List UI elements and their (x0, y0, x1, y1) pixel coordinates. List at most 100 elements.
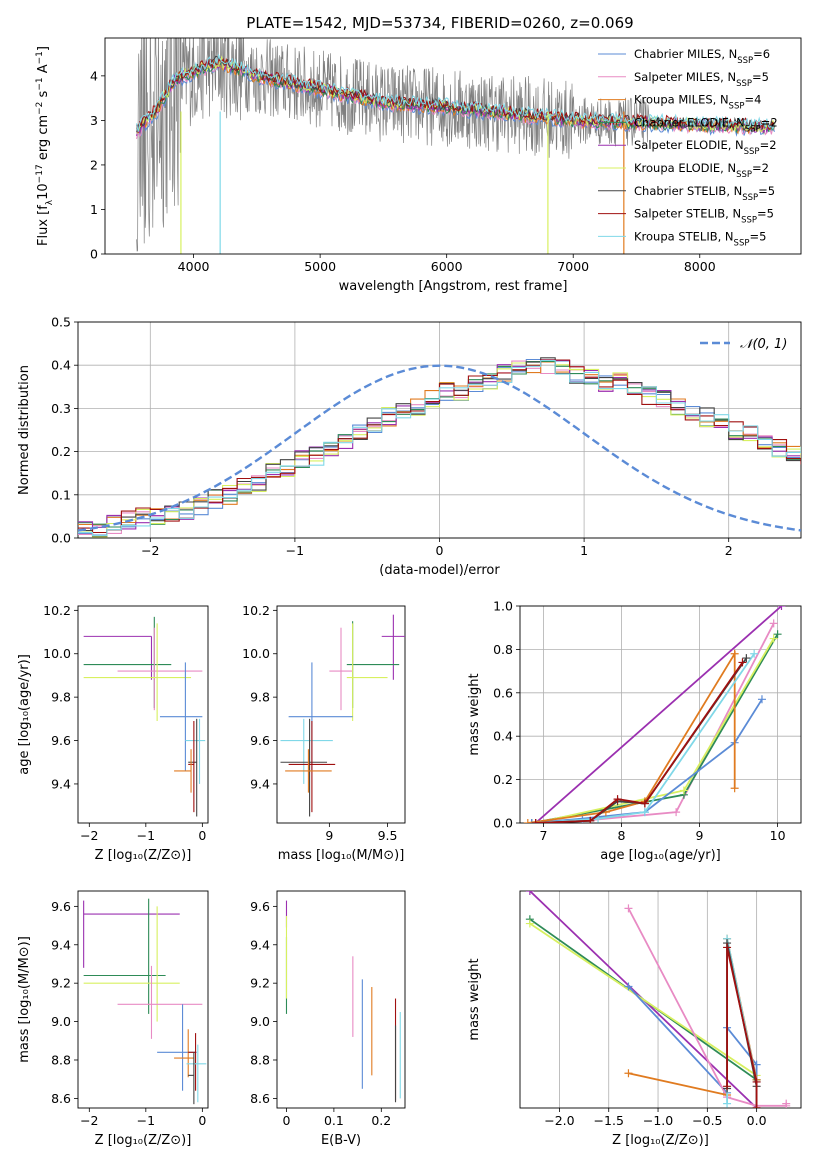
legend-label-suffix: =2 (761, 115, 778, 129)
legend-label-salpeter-stelib: Salpeter STELIB, NSSP=5 (634, 207, 774, 226)
y-axis-label: age [log₁₀(age/yr)] (17, 654, 32, 775)
legend-label-sub: SSP (736, 79, 752, 89)
x-tick-label: 1 (580, 543, 588, 558)
legend-label-sub: SSP (736, 170, 752, 180)
legend-label-text: Chabrier STELIB, N (634, 184, 742, 198)
y-axis-label-part: Flux [f (36, 205, 51, 246)
legend-label-text: Kroupa STELIB, N (634, 229, 734, 243)
model-spectrum-kroupa-stelib (136, 53, 775, 132)
y-tick-label: 0.5 (51, 315, 71, 330)
cumulative-marker-chabrier-miles (527, 819, 536, 823)
x-tick-label: −1.0 (643, 1113, 673, 1128)
y-tick-label: 9.0 (250, 1014, 270, 1029)
cumulative-marker-chabrier-miles (624, 982, 633, 991)
cumulative-marker-salpeter-stelib (738, 658, 747, 667)
y-axis-label-part: erg cm (36, 115, 51, 164)
y-tick-label: 9.8 (250, 690, 270, 705)
y-tick-label: 0.0 (51, 531, 71, 546)
legend-label-text: Chabrier ELODIE, N (634, 115, 745, 129)
y-axis-label: mass weight (467, 673, 482, 755)
x-tick-label: 0 (198, 828, 206, 843)
histogram-chabrier-stelib (78, 357, 801, 537)
legend-label-salpeter-miles: Salpeter MILES, NSSP=5 (634, 70, 769, 89)
x-tick-label: 7000 (557, 259, 589, 274)
histogram-kroupa-elodie (78, 359, 801, 538)
cumulative-marker-kroupa-stelib (723, 1099, 732, 1108)
legend-label-text: Kroupa ELODIE, N (634, 161, 736, 175)
x-tick-label: −0.5 (692, 1113, 722, 1128)
x-tick-label: 0.1 (324, 1113, 344, 1128)
y-tick-label: 10.0 (43, 646, 71, 661)
y-axis-label: Normed distribution (17, 365, 32, 495)
mass_vs_EBV-plot-area (285, 900, 401, 1103)
x-axis-label: Z [log₁₀(Z/Z⊙)] (95, 848, 192, 863)
y-tick-label: 9.4 (51, 937, 71, 952)
normal-curve (78, 364, 801, 532)
x-tick-label: 7 (539, 828, 547, 843)
histogram-salpeter-miles (78, 360, 801, 535)
y-tick-label: 2 (90, 157, 98, 172)
axes-frame (77, 605, 209, 824)
x-tick-label: 5000 (304, 259, 336, 274)
x-tick-label: −1.5 (594, 1113, 624, 1128)
cumulative_age-plot-area (523, 606, 786, 823)
x-tick-label: 9 (325, 828, 333, 843)
legend-label-kroupa-miles: Kroupa MILES, NSSP=4 (634, 93, 761, 112)
cumulative-marker-kroupa-miles (624, 1069, 633, 1078)
y-tick-label: 0.1 (51, 487, 71, 502)
y-tick-label: 9.6 (250, 733, 270, 748)
x-tick-label: 4000 (178, 259, 210, 274)
cumulative_Z-plot-area (525, 891, 791, 1108)
cumulative-marker-salpeter-miles (624, 904, 633, 913)
axes-frame (519, 605, 802, 824)
age_vs_Z-panel: −2 −1 0 9.4 9.6 9.8 10.0 10.2 Z [log₁₀(Z/Z⊙)] age… (17, 603, 209, 863)
y-axis-label-part: A (36, 64, 51, 77)
residuals-panel: −2 −1 0 1 2 0.0 0.1 0.2 0.3 0.4 0.5 (data-model)/er… (17, 315, 802, 578)
x-tick-label: 6000 (431, 259, 463, 274)
mass_vs_EBV-panel: 0 0.1 0.2 8.6 8.8 9.0 9.2 9.4 9.6 E(B-V) (250, 890, 406, 1148)
x-axis-label: wavelength [Angstrom, rest frame] (339, 279, 568, 294)
legend-label-salpeter-elodie: Salpeter ELODIE, NSSP=2 (634, 138, 777, 157)
age_vs_mass-panel: 9 9.5 9.4 9.6 9.8 10.0 10.2 mass [log₁₀(M/M⊙)] (242, 603, 406, 863)
legend-label-suffix: =5 (752, 70, 769, 84)
y-axis-label: mass [log₁₀(M/M⊙)] (17, 936, 32, 1063)
y-tick-label: 0.2 (493, 772, 513, 787)
cumulative-marker-kroupa-stelib (750, 649, 759, 658)
cumulative-line-chabrier-elodie (529, 918, 758, 1108)
legend-label-kroupa-stelib: Kroupa STELIB, NSSP=5 (634, 229, 766, 248)
cumulative-marker-salpeter-elodie (525, 891, 534, 895)
spectrum-plot-area (136, 38, 776, 254)
cumulative-marker-kroupa-stelib (640, 808, 649, 817)
legend-label-suffix: =2 (760, 138, 777, 152)
cumulative-marker-chabrier-stelib (742, 654, 751, 663)
cumulative_age-panel: 7 8 9 10 0.0 0.2 0.4 0.6 0.8 1.0 age [log₁₀(age/yr… (467, 599, 802, 863)
y-tick-label: 9.6 (250, 899, 270, 914)
legend-label-suffix: =5 (757, 207, 774, 221)
axes-frame (77, 321, 802, 539)
mass_vs_Z-panel: −2 −1 0 8.6 8.8 9.0 9.2 9.4 9.6 Z [log₁₀(Z/Z⊙)] ma… (17, 890, 209, 1148)
cumulative-marker-salpeter-stelib (531, 819, 540, 823)
legend-label-text: Salpeter STELIB, N (634, 207, 741, 221)
y-tick-label: 8.6 (51, 1091, 71, 1106)
legend-label-sub: SSP (741, 216, 757, 226)
y-tick-label: 9.2 (51, 976, 71, 991)
cumulative-marker-kroupa-elodie (769, 634, 778, 643)
y-axis-label: Flux [fλ10−17 erg cm−2 s−1 A−1] (35, 46, 55, 246)
x-tick-label: −1 (137, 828, 155, 843)
x-tick-label: 8000 (684, 259, 716, 274)
y-tick-label: 0.2 (51, 444, 71, 459)
spectrum-panel: 4000 5000 6000 7000 8000 0 1 2 3 4 wavelength [Ang… (35, 37, 802, 294)
residuals-legend: 𝒩(0, 1) (700, 337, 787, 352)
y-tick-label: 9.2 (250, 976, 270, 991)
legend-label-normal: 𝒩(0, 1) (740, 337, 787, 352)
cumulative-marker-chabrier-miles (757, 695, 766, 704)
y-tick-label: 0.4 (493, 729, 513, 744)
x-tick-label: −1 (137, 1113, 155, 1128)
y-tick-label: 0.0 (493, 816, 513, 831)
y-axis-label-part: s (36, 90, 51, 101)
cumulative-marker-salpeter-stelib (752, 1077, 761, 1086)
legend-label-chabrier-miles: Chabrier MILES, NSSP=6 (634, 47, 770, 66)
cumulative-marker-kroupa-elodie (679, 786, 688, 795)
y-tick-label: 10.2 (242, 603, 270, 618)
x-tick-label: −2.0 (544, 1113, 574, 1128)
